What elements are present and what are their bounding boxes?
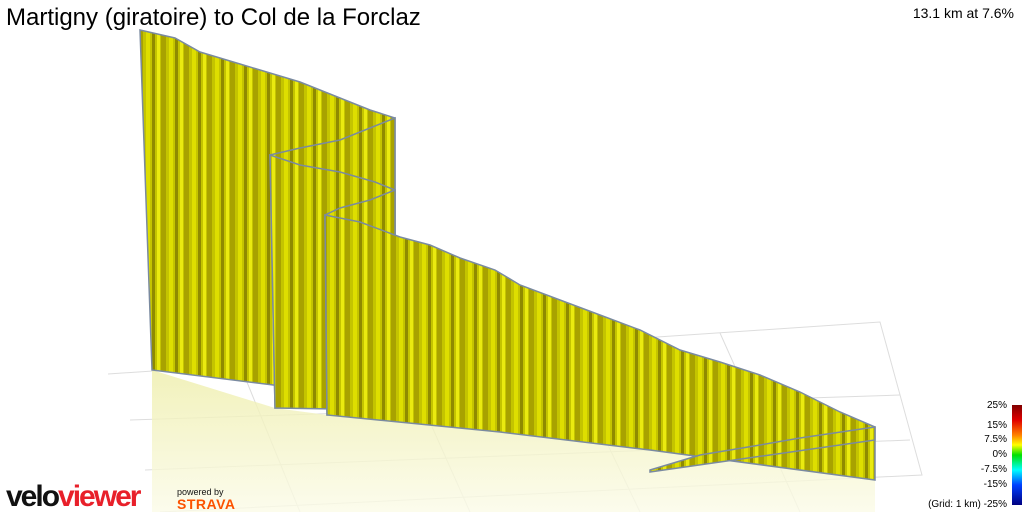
reflection xyxy=(152,370,875,512)
powered-by-text: powered by xyxy=(177,487,224,497)
legend-label: -7.5% xyxy=(980,464,1007,475)
legend-label: -15% xyxy=(983,479,1007,490)
page-title: Martigny (giratoire) to Col de la Forcla… xyxy=(6,4,421,31)
distance-gradient-summary: 13.1 km at 7.6% xyxy=(912,5,1014,21)
legend-label: -25% xyxy=(983,499,1007,510)
gradient-color-bar xyxy=(1012,405,1022,505)
veloviewer-logo[interactable]: veloviewer xyxy=(6,480,141,513)
grid-note: (Grid: 1 km) xyxy=(928,499,981,510)
legend-label: 15% xyxy=(986,420,1007,431)
wall-tail xyxy=(649,426,876,473)
strava-logo[interactable]: STRAVA xyxy=(177,496,236,512)
legend-label: 25% xyxy=(986,400,1007,411)
profile-walls xyxy=(139,29,876,481)
legend-label: 0% xyxy=(992,449,1007,460)
legend-label: 7.5% xyxy=(984,434,1007,445)
